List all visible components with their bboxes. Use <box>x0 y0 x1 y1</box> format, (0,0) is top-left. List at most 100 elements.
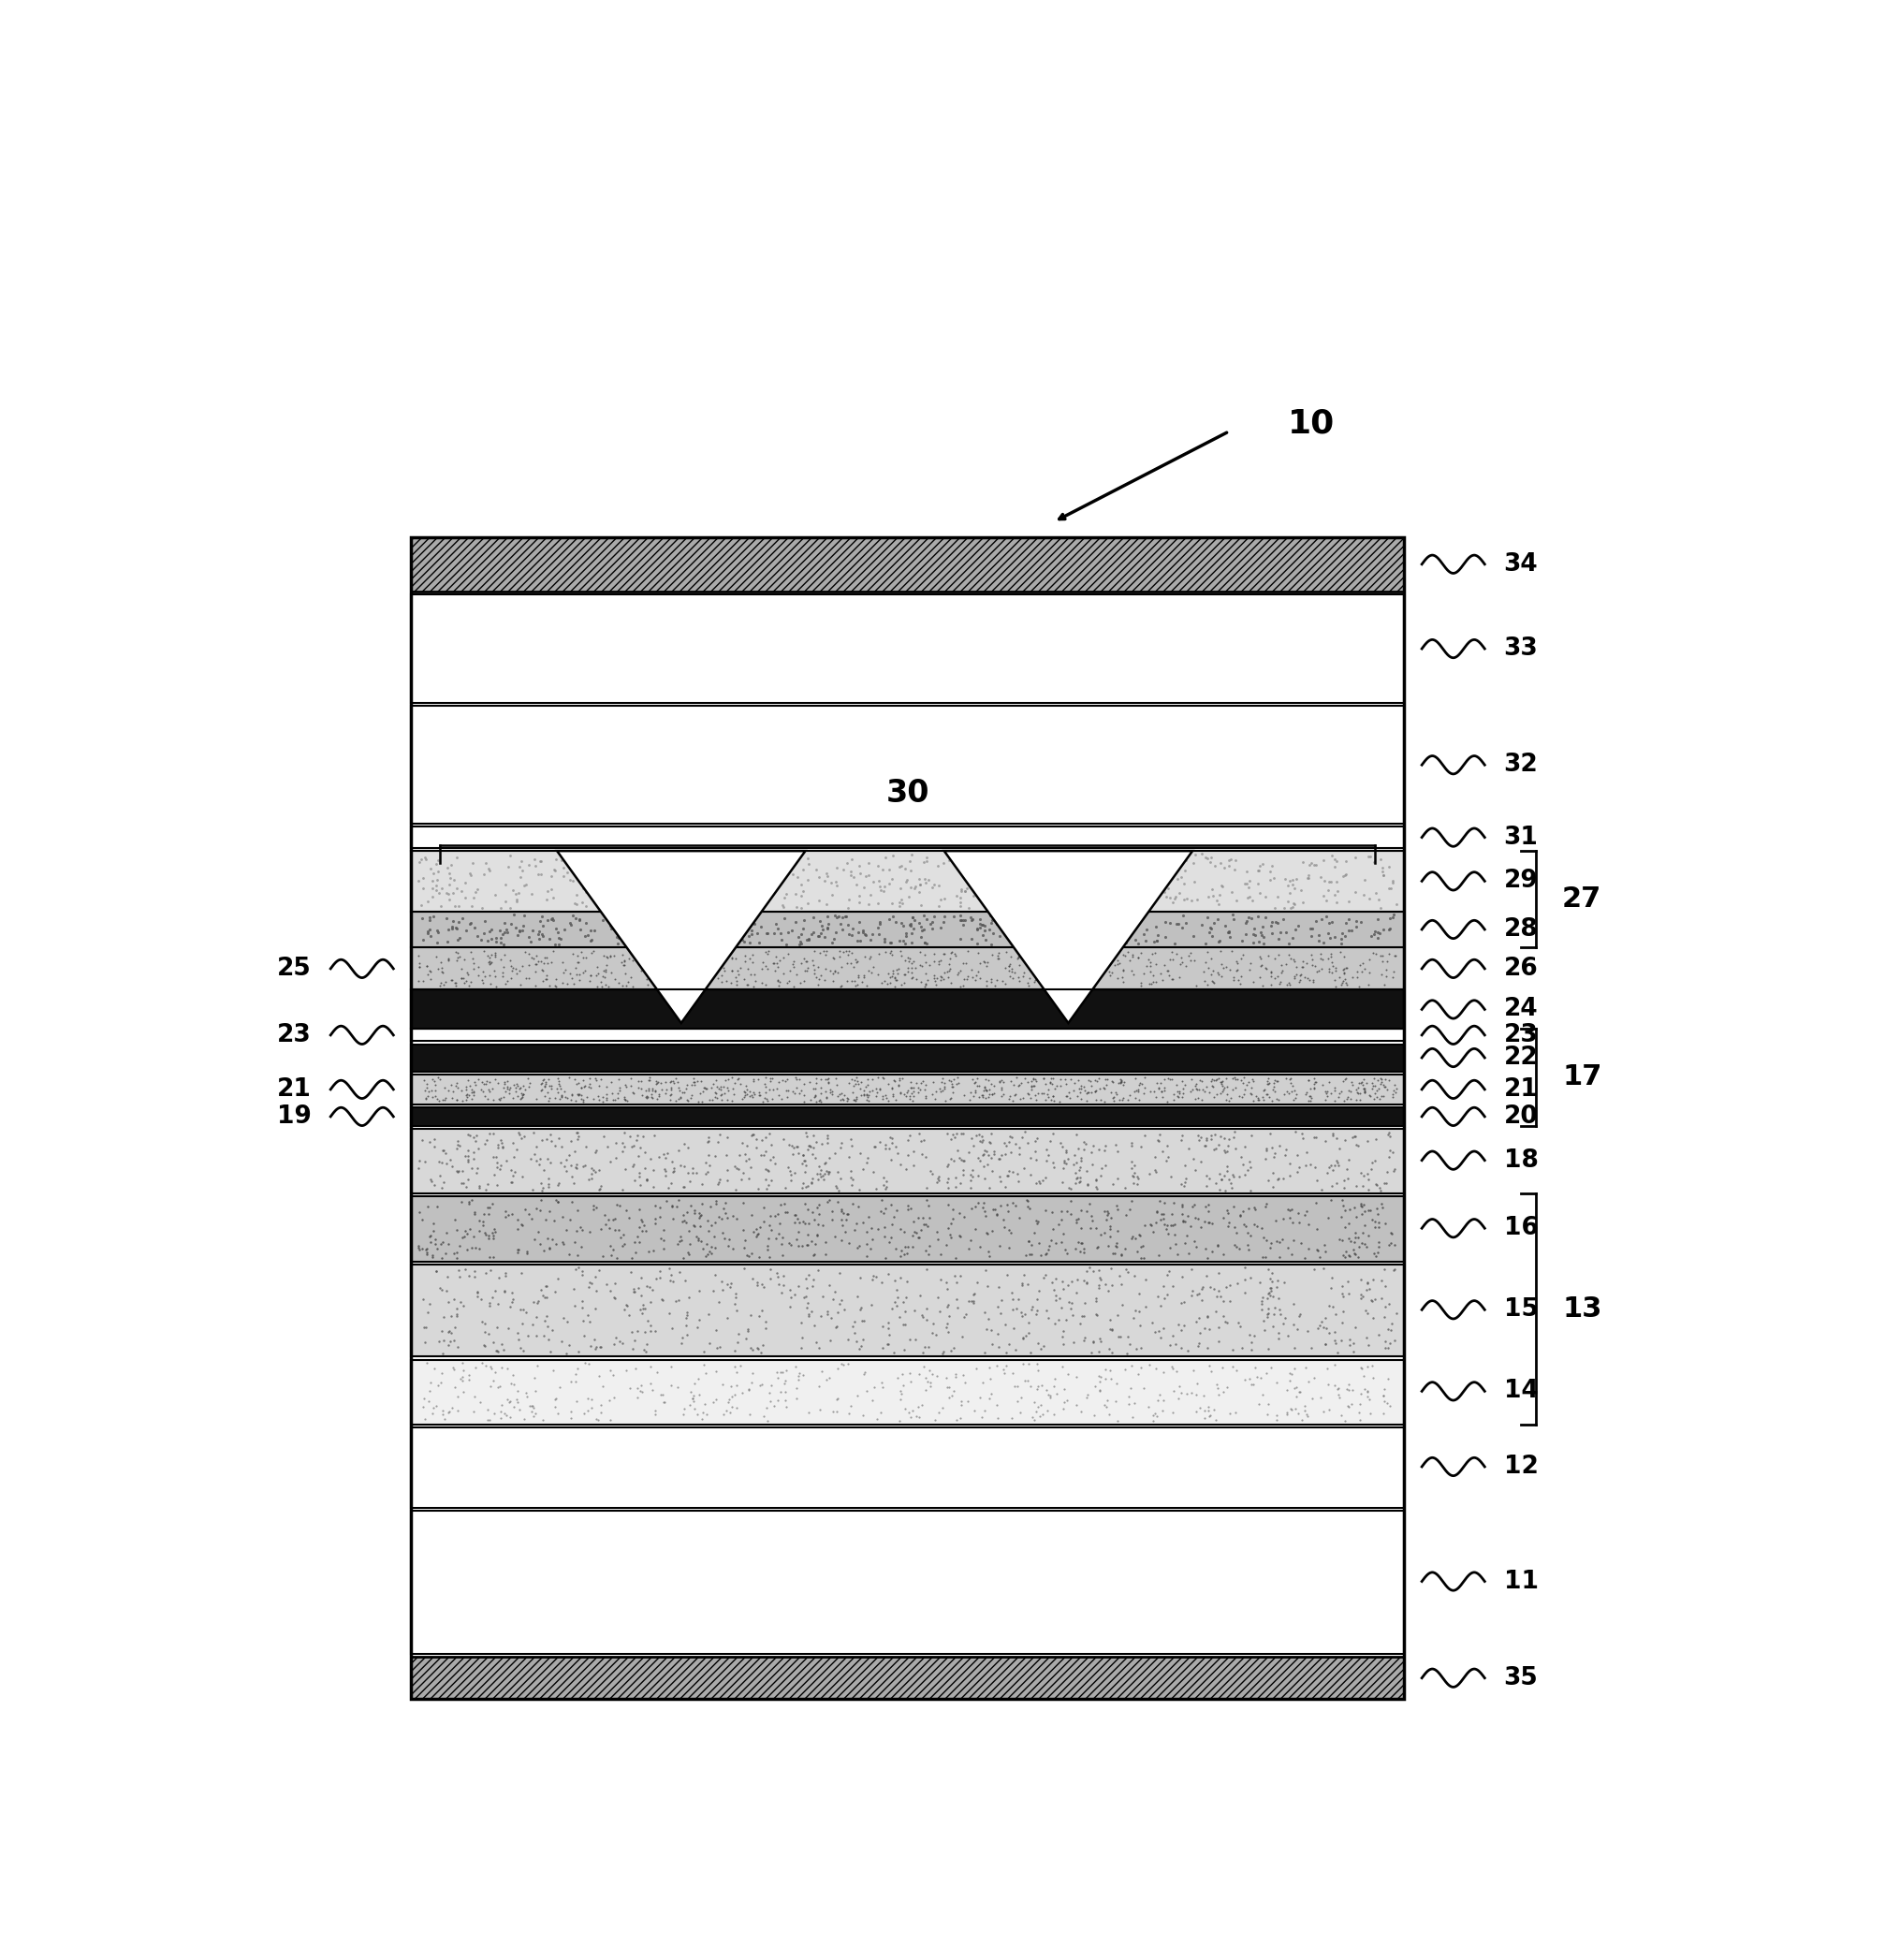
Point <box>939 1331 969 1362</box>
Point <box>520 1084 550 1115</box>
Point <box>1291 947 1321 978</box>
Point <box>984 1331 1014 1362</box>
Point <box>844 960 875 992</box>
Point <box>1084 1254 1114 1286</box>
Point <box>763 1066 794 1098</box>
Point <box>1272 886 1303 917</box>
Point <box>1282 1380 1312 1411</box>
Point <box>422 845 452 876</box>
Point <box>1282 1139 1312 1170</box>
Point <box>1159 1084 1189 1115</box>
Point <box>713 1074 743 1105</box>
Point <box>897 917 927 949</box>
Point <box>505 1072 535 1103</box>
Point <box>664 1084 694 1115</box>
Point <box>997 913 1027 945</box>
Point <box>901 1066 931 1098</box>
Point <box>867 1084 897 1115</box>
Point <box>1080 1370 1110 1401</box>
Point <box>1220 855 1250 886</box>
Point <box>1246 919 1276 951</box>
Point <box>1346 1068 1376 1100</box>
Point <box>1359 937 1389 968</box>
Point <box>547 1080 577 1111</box>
Point <box>1263 1084 1293 1115</box>
Point <box>473 1084 503 1115</box>
Point <box>797 919 828 951</box>
Point <box>675 956 705 988</box>
Point <box>696 1239 726 1270</box>
Point <box>1118 1160 1148 1192</box>
Point <box>807 909 837 941</box>
Point <box>581 1064 611 1096</box>
Point <box>626 943 656 974</box>
Point <box>603 927 633 958</box>
Point <box>837 964 867 996</box>
Point <box>1180 1082 1210 1113</box>
Point <box>988 1203 1018 1235</box>
Point <box>731 1241 762 1272</box>
Point <box>575 1072 605 1103</box>
Point <box>843 970 873 1002</box>
Point <box>409 1327 439 1358</box>
Point <box>592 941 622 972</box>
Point <box>516 1174 547 1205</box>
Point <box>475 1243 505 1274</box>
Point <box>1259 862 1289 894</box>
Point <box>1059 937 1090 968</box>
Point <box>635 962 665 994</box>
Point <box>1350 1076 1380 1107</box>
Point <box>458 953 488 984</box>
Point <box>822 1186 852 1217</box>
Point <box>971 947 1001 978</box>
Point <box>969 909 999 941</box>
Point <box>1118 941 1148 972</box>
Point <box>790 1117 820 1149</box>
Point <box>893 1190 924 1221</box>
Point <box>897 956 927 988</box>
Point <box>1216 955 1246 986</box>
Point <box>852 1215 882 1247</box>
Point <box>1327 1225 1357 1256</box>
Point <box>1029 939 1059 970</box>
Point <box>816 868 846 900</box>
Point <box>1208 1074 1238 1105</box>
Point <box>490 1066 520 1098</box>
Point <box>692 847 722 878</box>
Point <box>607 1127 637 1158</box>
Point <box>522 949 552 980</box>
Point <box>811 1147 841 1178</box>
Point <box>811 939 841 970</box>
Point <box>552 1156 582 1188</box>
Point <box>771 1196 801 1227</box>
Point <box>863 888 893 919</box>
Point <box>1291 1401 1321 1433</box>
Point <box>1359 1205 1389 1237</box>
Point <box>856 1233 886 1264</box>
Point <box>975 1127 1005 1158</box>
Point <box>1039 1274 1069 1305</box>
Point <box>1270 917 1301 949</box>
Point <box>1327 1278 1357 1309</box>
Point <box>1255 1231 1286 1262</box>
Point <box>1039 1086 1069 1117</box>
Point <box>707 1368 737 1399</box>
Point <box>1320 880 1350 911</box>
Point <box>624 917 654 949</box>
Point <box>452 1082 483 1113</box>
Point <box>599 892 630 923</box>
Point <box>1237 1152 1267 1184</box>
Point <box>677 1068 707 1100</box>
Point <box>680 956 711 988</box>
Point <box>1139 1405 1169 1437</box>
Point <box>662 949 692 980</box>
Point <box>799 1080 829 1111</box>
Point <box>473 1168 503 1200</box>
Point <box>1067 941 1097 972</box>
Point <box>1369 968 1399 1000</box>
Point <box>456 858 486 890</box>
Point <box>1308 880 1338 911</box>
Point <box>483 1170 513 1201</box>
Point <box>426 1172 456 1203</box>
Point <box>1227 1082 1257 1113</box>
